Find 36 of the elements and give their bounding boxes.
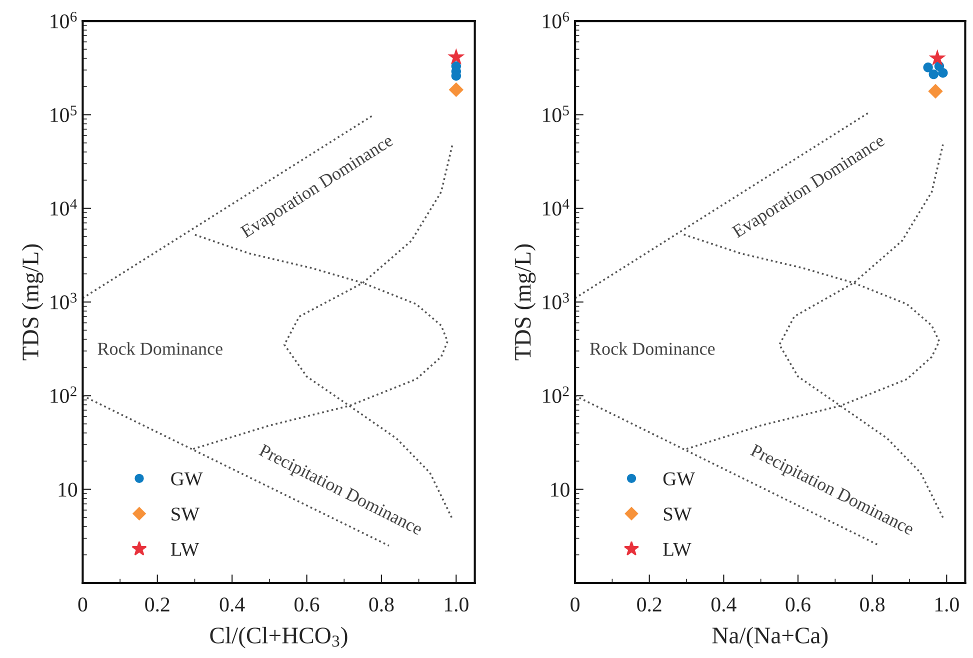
annotation: Rock Dominance [98,342,222,355]
y-tick-label: 10$^{6}$ [543,12,570,28]
x-tick-label: 0.4 [711,597,736,612]
y-tick-label: 10$^{2}$ [50,386,76,404]
x-tick-label: 0 [78,597,88,612]
x-tick-label: 0.4 [220,597,245,612]
x-tick-label: 0.6 [294,597,320,612]
annotation: Rock Dominance [590,342,715,355]
legend-label: LW [170,542,200,556]
y-tick-label: 10 [58,482,78,497]
y-tick-label: 10$^{3}$ [50,292,77,310]
legend-label: GW [663,472,695,486]
legend-label: GW [171,472,203,486]
y-tick-label: 10$^{3}$ [543,292,569,310]
x-axis-title: Na/(Na+Ca) [712,626,828,648]
y-tick-label: 10$^{4}$ [50,199,77,216]
legend-label: SW [172,508,200,521]
y-tick-label: 10$^{4}$ [543,199,570,216]
x-tick-label: 0.8 [369,597,394,612]
legend-label: LW [663,542,692,556]
y-tick-label: 10$^{6}$ [50,12,77,28]
y-tick-label: 10$^{5}$ [543,106,569,122]
x-tick-label: 0.2 [145,597,170,612]
y-axis-title: TDS (mg/L) [514,244,536,360]
y-tick-label: 10$^{2}$ [543,386,569,404]
y-axis-title: TDS (mg/L) [22,244,44,360]
x-tick-label: 0.8 [860,597,885,612]
x-tick-label: 1.0 [444,597,468,612]
x-tick-label: 0.2 [637,597,662,612]
y-tick-label: 10$^{5}$ [50,106,77,122]
x-tick-label: 1.0 [935,597,959,612]
x-axis-title: Cl/(Cl+HCO$_{3}$) [210,626,348,648]
legend-label: SW [664,508,692,521]
x-tick-label: 0 [570,597,580,612]
y-tick-label: 10 [551,482,570,497]
x-tick-label: 0.6 [786,597,810,612]
